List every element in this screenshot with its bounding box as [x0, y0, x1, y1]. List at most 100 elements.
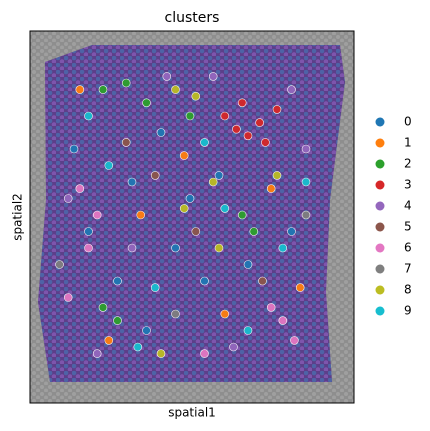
spot	[121, 78, 131, 88]
legend-marker	[375, 222, 385, 232]
spot	[301, 177, 311, 187]
spot	[261, 138, 270, 147]
spot	[237, 210, 247, 220]
spot	[243, 260, 253, 269]
spot	[92, 210, 102, 220]
spot	[142, 98, 151, 108]
spot	[191, 227, 201, 236]
spot	[104, 161, 114, 170]
spot	[113, 276, 122, 286]
spot	[127, 243, 137, 253]
spot	[200, 276, 209, 286]
spot	[75, 184, 85, 193]
legend-marker	[375, 201, 385, 211]
spot	[232, 124, 241, 134]
legend-marker	[375, 159, 385, 169]
legend-marker	[375, 138, 385, 148]
spot	[266, 184, 276, 193]
spot	[287, 227, 296, 236]
spot	[272, 171, 282, 180]
legend-label: 7	[404, 262, 412, 276]
spot	[136, 210, 145, 220]
legend-label: 8	[404, 283, 412, 297]
legend-label: 4	[404, 199, 412, 213]
spot	[84, 243, 93, 253]
spot	[266, 303, 276, 312]
legend-label: 3	[404, 178, 412, 192]
spot	[200, 349, 209, 358]
spot	[185, 111, 195, 121]
spot	[249, 227, 259, 236]
spot	[92, 349, 102, 358]
legend-marker	[375, 306, 385, 316]
spot	[229, 342, 238, 352]
x-axis-label: spatial1	[168, 406, 216, 420]
spot	[171, 85, 180, 94]
spot	[272, 105, 282, 114]
spot	[142, 326, 151, 335]
spot	[156, 349, 166, 358]
spot	[301, 210, 311, 220]
tissue-spots	[38, 45, 345, 382]
spot	[133, 342, 143, 352]
spot	[113, 316, 122, 325]
spot	[214, 243, 224, 253]
spot	[179, 204, 189, 213]
legend-marker	[375, 264, 385, 274]
spot	[208, 72, 218, 81]
spot	[63, 194, 73, 203]
spot	[278, 316, 288, 325]
spot	[237, 98, 247, 108]
spot	[98, 303, 108, 312]
legend-marker	[375, 180, 385, 190]
spot	[98, 85, 108, 94]
legend-label: 1	[404, 136, 412, 150]
spot	[55, 260, 64, 269]
legend-marker	[375, 117, 385, 127]
spot	[295, 283, 305, 292]
legend-marker	[375, 285, 385, 295]
spot	[121, 138, 131, 147]
spot	[243, 326, 253, 335]
plot-frame	[29, 30, 355, 404]
spot	[75, 85, 85, 94]
legend-marker	[375, 243, 385, 253]
spot	[220, 204, 230, 213]
legend-label: 0	[404, 115, 412, 129]
spot	[84, 111, 93, 121]
legend-label: 2	[404, 157, 412, 171]
spot	[191, 91, 201, 101]
spot	[220, 309, 230, 319]
legend-label: 5	[404, 220, 412, 234]
chart-title: clusters	[165, 10, 220, 26]
spot	[208, 177, 218, 187]
spot	[179, 151, 189, 160]
spot	[150, 171, 160, 180]
spot	[255, 118, 264, 127]
spot	[127, 177, 137, 187]
spot	[301, 144, 311, 154]
spot	[243, 131, 253, 141]
spot	[171, 243, 180, 253]
spot	[63, 293, 73, 302]
spot	[290, 336, 299, 345]
spot	[84, 227, 93, 236]
spot	[220, 111, 230, 121]
legend: 0 1 2 3 4 5 6 7 8 9	[375, 115, 412, 318]
spot	[104, 336, 114, 345]
legend-label: 6	[404, 241, 412, 255]
spot	[214, 171, 224, 180]
y-axis-label: spatial2	[11, 193, 25, 241]
spot	[156, 128, 166, 137]
spot	[171, 309, 180, 319]
spot	[150, 283, 160, 292]
spot	[185, 194, 195, 203]
spot	[162, 72, 172, 81]
spot	[278, 243, 288, 253]
spot	[258, 276, 267, 286]
legend-label: 9	[404, 304, 412, 318]
spot	[287, 85, 296, 94]
spot	[69, 144, 79, 154]
